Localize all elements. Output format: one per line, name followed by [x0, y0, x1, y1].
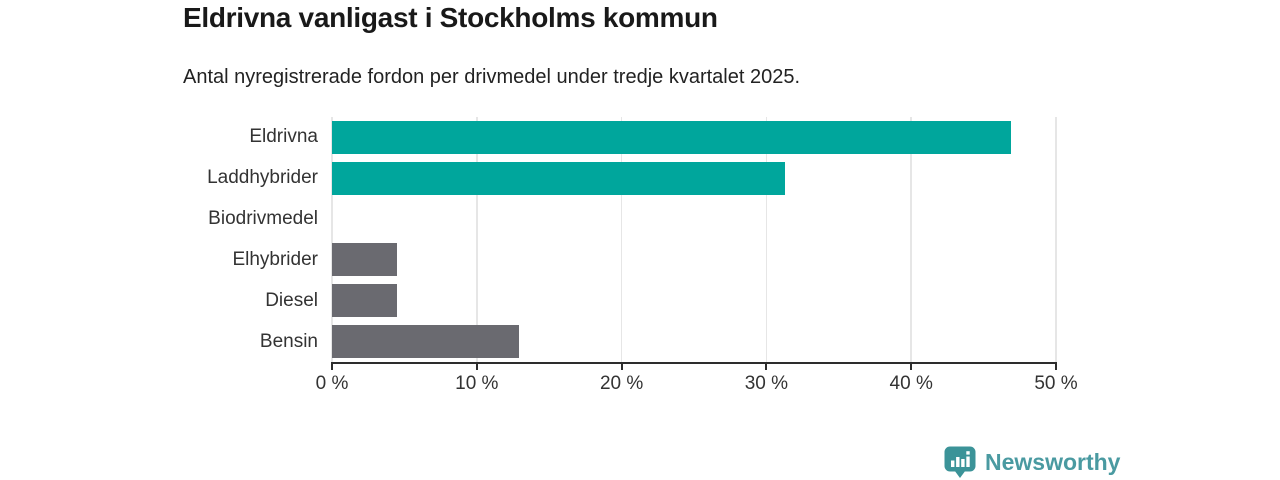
brand-footer: Newsworthy	[944, 446, 1120, 479]
x-axis-tick	[620, 362, 623, 370]
bar-elhybrider	[332, 243, 398, 277]
x-tick-label: 30 %	[744, 373, 789, 394]
x-axis-tick	[765, 362, 768, 370]
x-tick-label: 40 %	[889, 373, 933, 394]
x-axis-line	[331, 362, 1057, 364]
category-label: Bensin	[259, 330, 318, 352]
x-axis-tick	[910, 362, 913, 370]
newsworthy-logo-icon	[944, 446, 976, 479]
gridline	[476, 117, 478, 362]
x-axis-tick	[331, 362, 333, 370]
category-label: Elhybrider	[232, 248, 318, 270]
chart-subtitle: Antal nyregistrerade fordon per drivmede…	[183, 66, 801, 88]
category-label: Eldrivna	[249, 126, 318, 148]
gridline	[1055, 117, 1057, 362]
category-label: Biodrivmedel	[208, 208, 318, 230]
gridline	[331, 117, 333, 362]
chart-title: Eldrivna vanligast i Stockholms kommun	[183, 2, 718, 33]
bar-eldrivna	[332, 120, 1012, 154]
bar-diesel	[332, 284, 398, 318]
category-label: Laddhybrider	[207, 167, 318, 189]
bar-laddhybrider	[332, 161, 786, 195]
bar-chart: Eldrivna Laddhybrider Biodrivmedel Elhybrid…	[207, 117, 1078, 394]
x-tick-label: 10 %	[455, 373, 499, 394]
brand-name: Newsworthy	[985, 449, 1121, 475]
x-tick-label: 50 %	[1034, 373, 1078, 394]
gridline	[910, 117, 912, 362]
x-axis-tick	[475, 362, 478, 370]
category-label: Diesel	[265, 289, 318, 311]
gridline	[620, 117, 623, 362]
x-axis-tick	[1055, 362, 1057, 370]
x-tick-label: 0 %	[315, 373, 349, 394]
bar-bensin	[332, 325, 519, 359]
gridline	[765, 117, 768, 362]
x-tick-label: 20 %	[599, 373, 644, 394]
